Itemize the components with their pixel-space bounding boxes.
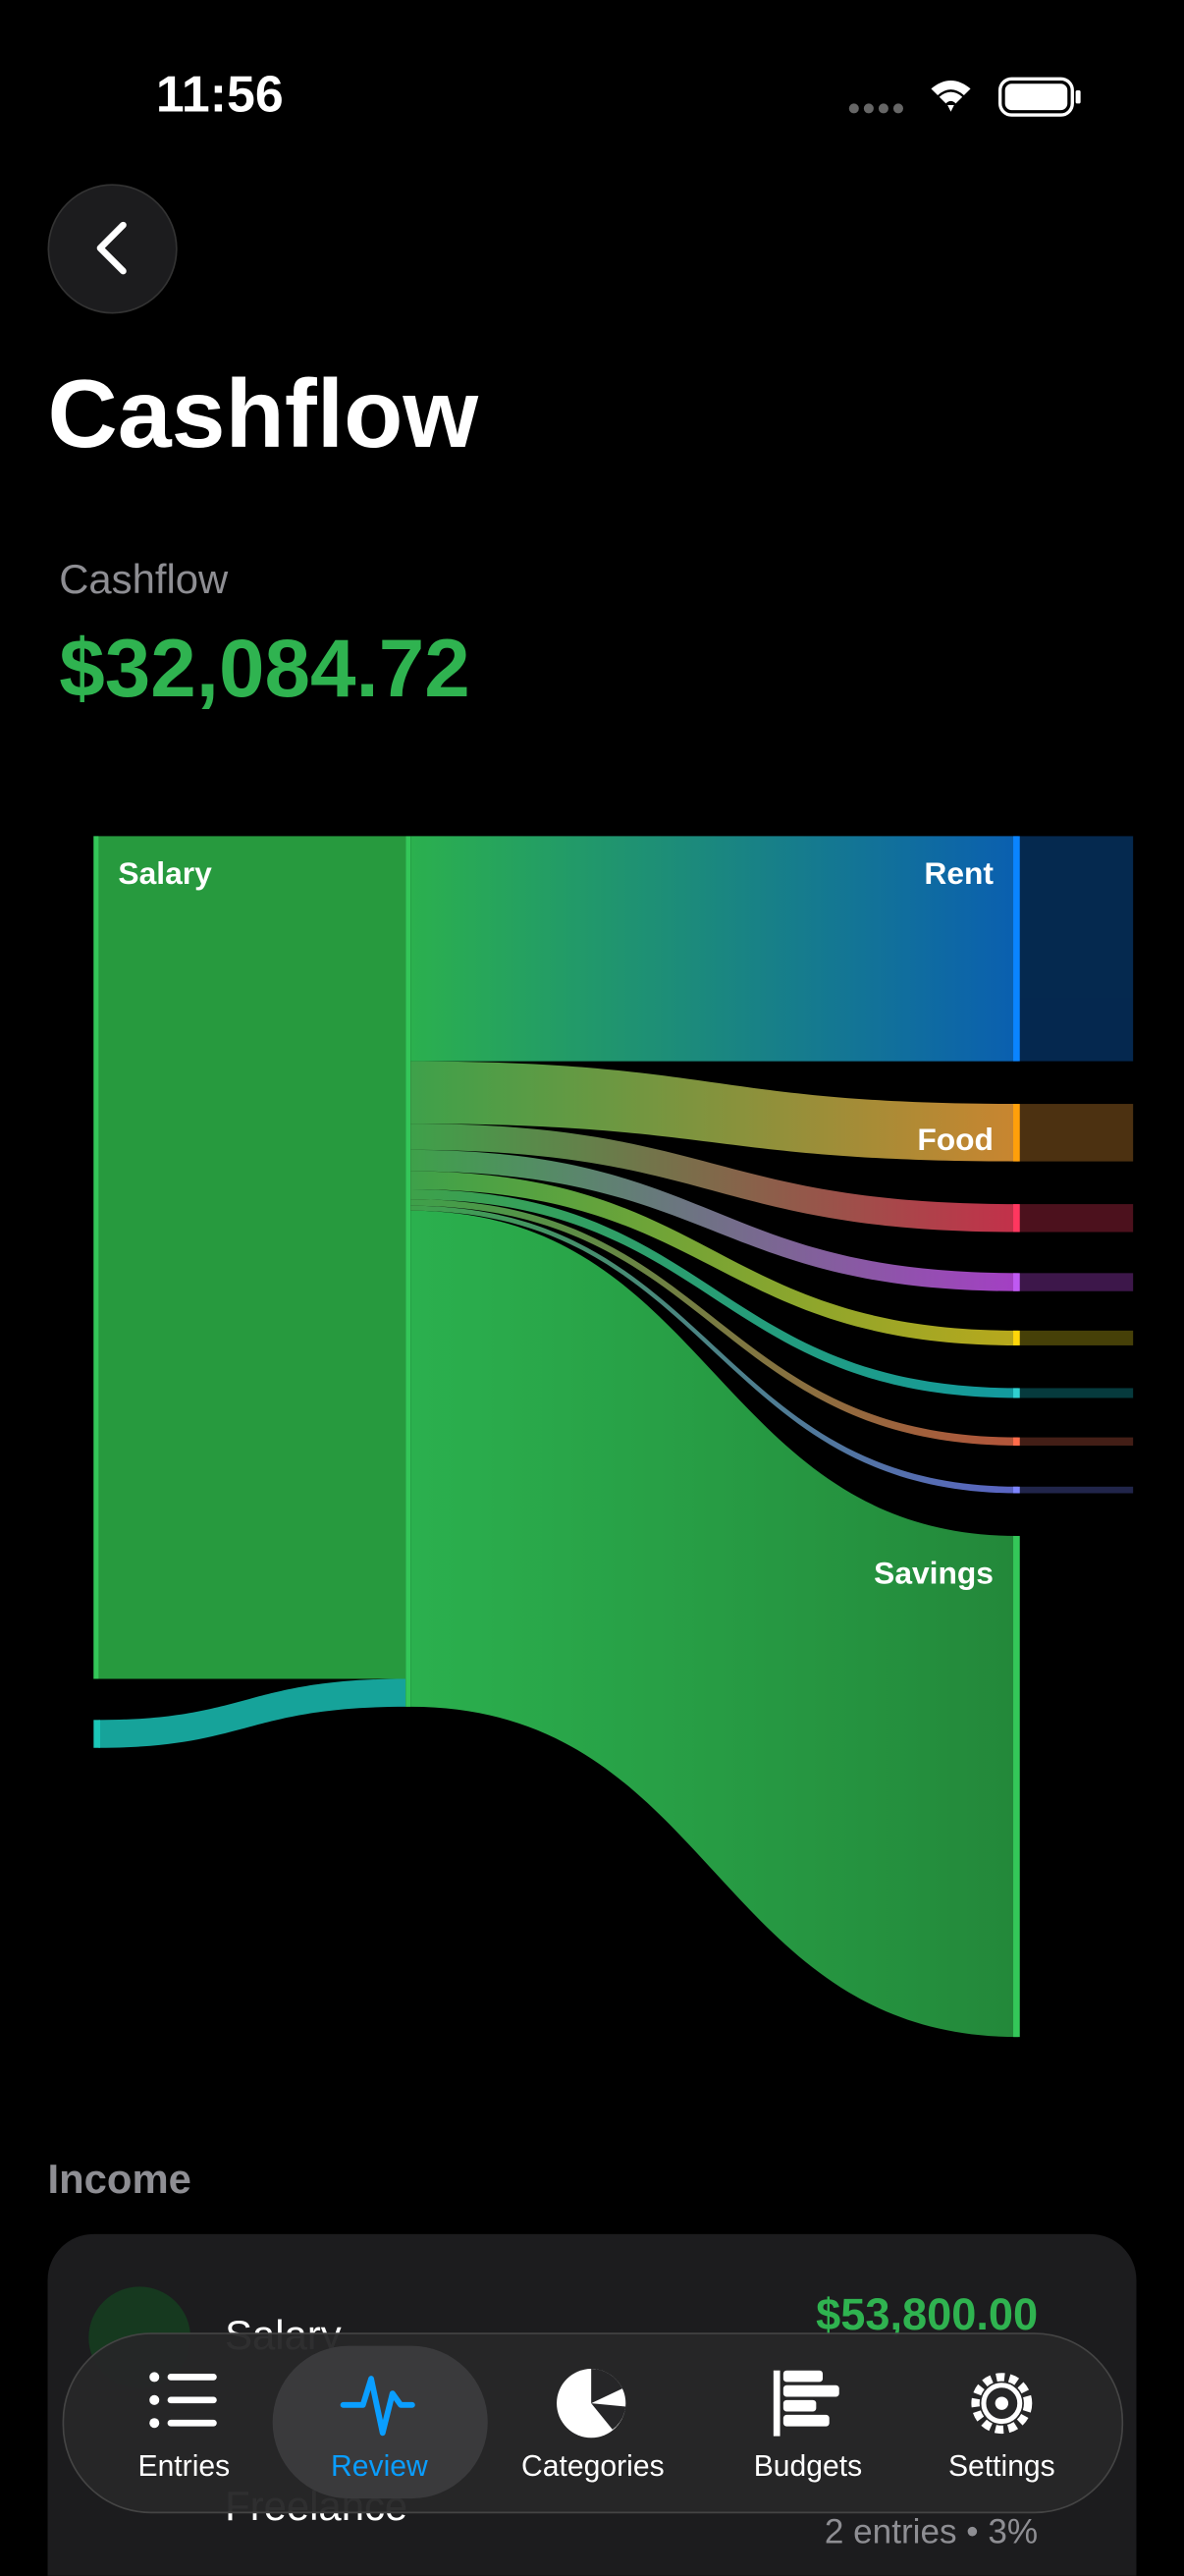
- summary-amount: $32,084.72: [59, 622, 470, 715]
- sankey: Salary Rent Food Savings: [93, 836, 1134, 2038]
- node-label: Salary: [118, 855, 212, 891]
- row-detail: 2 entries • 3%: [824, 2513, 1039, 2551]
- section-title: Income: [47, 2157, 191, 2204]
- node-label: Savings: [874, 1555, 994, 1590]
- node-label: Rent: [924, 855, 994, 891]
- tab-label[interactable]: Settings: [947, 2448, 1055, 2483]
- tab-bar: Entries Review Categories Budgets Settin…: [62, 2332, 1124, 2514]
- status-time: 11:56: [155, 65, 284, 124]
- status-icons: [848, 77, 1081, 117]
- tab-label[interactable]: Budgets: [753, 2448, 863, 2483]
- row-amount: $53,800.00: [816, 2289, 1039, 2339]
- summary-label: Cashflow: [59, 557, 229, 603]
- page-title: Cashflow: [47, 359, 479, 468]
- tab-icons: [149, 2369, 1033, 2439]
- tab-label[interactable]: Categories: [521, 2448, 665, 2483]
- node-label: Food: [917, 1122, 994, 1157]
- tab-label[interactable]: Review: [331, 2448, 428, 2483]
- back-button[interactable]: [47, 184, 178, 314]
- tab-label[interactable]: Entries: [137, 2448, 231, 2483]
